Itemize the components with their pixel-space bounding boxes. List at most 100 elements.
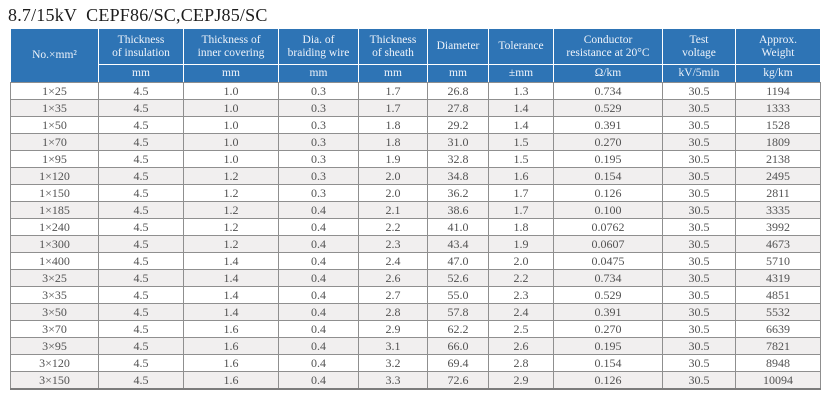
- cell-sheath-thickness: 3.3: [358, 371, 428, 390]
- cell-size: 1×240: [10, 218, 99, 236]
- cell-size: 3×50: [10, 303, 99, 321]
- cell-tolerance: 2.6: [488, 337, 554, 355]
- cell-tolerance: 1.3: [488, 82, 554, 100]
- cell-test-voltage: 30.5: [662, 269, 736, 287]
- cell-sheath-thickness: 3.1: [358, 337, 428, 355]
- cell-tolerance: 1.5: [488, 150, 554, 168]
- cell-size: 1×300: [10, 235, 99, 253]
- cell-sheath-thickness: 1.8: [358, 116, 428, 134]
- cell-test-voltage: 30.5: [662, 252, 736, 270]
- cell-tolerance: 2.3: [488, 286, 554, 304]
- header-label-row: No.×mm² Thickness of insulation Thicknes…: [10, 28, 821, 83]
- cell-sheath-thickness: 2.6: [358, 269, 428, 287]
- cell-tolerance: 1.5: [488, 133, 554, 151]
- table-row: 3×25 4.5 1.4 0.4 2.6 52.6 2.2 0.734 30.5…: [10, 269, 821, 287]
- table-body: 1×25 4.5 1.0 0.3 1.7 26.8 1.3 0.734 30.5…: [10, 82, 821, 390]
- cell-braiding-wire-dia: 0.4: [278, 354, 359, 372]
- cell-sheath-thickness: 1.7: [358, 82, 428, 100]
- table-row: 1×35 4.5 1.0 0.3 1.7 27.8 1.4 0.529 30.5…: [10, 99, 821, 117]
- cell-inner-covering-thickness: 1.0: [183, 99, 279, 117]
- col-header-tolerance: Tolerance: [488, 28, 554, 65]
- cell-insulation-thickness: 4.5: [98, 371, 184, 390]
- cell-braiding-wire-dia: 0.3: [278, 167, 359, 185]
- cell-approx-weight: 2138: [735, 150, 821, 168]
- cell-insulation-thickness: 4.5: [98, 337, 184, 355]
- cell-insulation-thickness: 4.5: [98, 269, 184, 287]
- cell-conductor-resistance: 0.154: [553, 167, 663, 185]
- col-header-insulation-thickness: Thickness of insulation: [98, 28, 184, 65]
- table-row: 3×150 4.5 1.6 0.4 3.3 72.6 2.9 0.126 30.…: [10, 371, 821, 390]
- cell-size: 1×35: [10, 99, 99, 117]
- cell-tolerance: 2.4: [488, 303, 554, 321]
- cell-braiding-wire-dia: 0.3: [278, 116, 359, 134]
- cell-diameter: 69.4: [427, 354, 489, 372]
- cell-conductor-resistance: 0.391: [553, 303, 663, 321]
- cell-diameter: 27.8: [427, 99, 489, 117]
- cell-sheath-thickness: 1.7: [358, 99, 428, 117]
- cell-inner-covering-thickness: 1.2: [183, 218, 279, 236]
- cell-braiding-wire-dia: 0.4: [278, 269, 359, 287]
- cell-diameter: 34.8: [427, 167, 489, 185]
- cell-inner-covering-thickness: 1.4: [183, 252, 279, 270]
- cell-approx-weight: 1528: [735, 116, 821, 134]
- cell-approx-weight: 6639: [735, 320, 821, 338]
- cell-inner-covering-thickness: 1.0: [183, 133, 279, 151]
- col-header-size: No.×mm²: [10, 28, 99, 83]
- cell-sheath-thickness: 3.2: [358, 354, 428, 372]
- cell-diameter: 38.6: [427, 201, 489, 219]
- cell-size: 1×70: [10, 133, 99, 151]
- cell-approx-weight: 2811: [735, 184, 821, 202]
- cell-sheath-thickness: 2.9: [358, 320, 428, 338]
- cell-tolerance: 2.2: [488, 269, 554, 287]
- col-unit-braiding-wire-dia: mm: [278, 64, 359, 83]
- table-row: 1×150 4.5 1.2 0.3 2.0 36.2 1.7 0.126 30.…: [10, 184, 821, 202]
- cell-conductor-resistance: 0.0475: [553, 252, 663, 270]
- table-row: 3×35 4.5 1.4 0.4 2.7 55.0 2.3 0.529 30.5…: [10, 286, 821, 304]
- cell-conductor-resistance: 0.126: [553, 371, 663, 390]
- cell-inner-covering-thickness: 1.2: [183, 167, 279, 185]
- cell-test-voltage: 30.5: [662, 337, 736, 355]
- col-header-sheath-thickness: Thickness of sheath: [358, 28, 428, 65]
- table-row: 1×120 4.5 1.2 0.3 2.0 34.8 1.6 0.154 30.…: [10, 167, 821, 185]
- cell-conductor-resistance: 0.0607: [553, 235, 663, 253]
- cell-approx-weight: 5532: [735, 303, 821, 321]
- cell-conductor-resistance: 0.195: [553, 337, 663, 355]
- cell-test-voltage: 30.5: [662, 133, 736, 151]
- cell-conductor-resistance: 0.529: [553, 99, 663, 117]
- col-unit-inner-covering-thickness: mm: [183, 64, 279, 83]
- cell-test-voltage: 30.5: [662, 184, 736, 202]
- col-header-conductor-resistance: Conductor resistance at 20°C: [553, 28, 663, 65]
- cell-size: 1×95: [10, 150, 99, 168]
- cell-approx-weight: 1194: [735, 82, 821, 100]
- cell-braiding-wire-dia: 0.3: [278, 99, 359, 117]
- table-row: 1×95 4.5 1.0 0.3 1.9 32.8 1.5 0.195 30.5…: [10, 150, 821, 168]
- cell-braiding-wire-dia: 0.4: [278, 235, 359, 253]
- cell-test-voltage: 30.5: [662, 235, 736, 253]
- cell-inner-covering-thickness: 1.2: [183, 201, 279, 219]
- cell-size: 3×95: [10, 337, 99, 355]
- cell-approx-weight: 1809: [735, 133, 821, 151]
- col-unit-sheath-thickness: mm: [358, 64, 428, 83]
- cell-sheath-thickness: 2.2: [358, 218, 428, 236]
- table-row: 3×70 4.5 1.6 0.4 2.9 62.2 2.5 0.270 30.5…: [10, 320, 821, 338]
- cell-tolerance: 1.6: [488, 167, 554, 185]
- cell-conductor-resistance: 0.734: [553, 82, 663, 100]
- cell-test-voltage: 30.5: [662, 201, 736, 219]
- cell-test-voltage: 30.5: [662, 116, 736, 134]
- cell-size: 3×150: [10, 371, 99, 390]
- cell-size: 3×25: [10, 269, 99, 287]
- cell-sheath-thickness: 2.0: [358, 184, 428, 202]
- cell-braiding-wire-dia: 0.3: [278, 82, 359, 100]
- cell-insulation-thickness: 4.5: [98, 235, 184, 253]
- cell-size: 1×185: [10, 201, 99, 219]
- cell-braiding-wire-dia: 0.4: [278, 337, 359, 355]
- cell-sheath-thickness: 2.8: [358, 303, 428, 321]
- table-row: 1×25 4.5 1.0 0.3 1.7 26.8 1.3 0.734 30.5…: [10, 82, 821, 100]
- cell-diameter: 36.2: [427, 184, 489, 202]
- cell-tolerance: 1.9: [488, 235, 554, 253]
- col-header-test-voltage: Test voltage: [662, 28, 736, 65]
- cell-conductor-resistance: 0.154: [553, 354, 663, 372]
- cell-conductor-resistance: 0.100: [553, 201, 663, 219]
- cell-test-voltage: 30.5: [662, 99, 736, 117]
- cell-braiding-wire-dia: 0.4: [278, 371, 359, 390]
